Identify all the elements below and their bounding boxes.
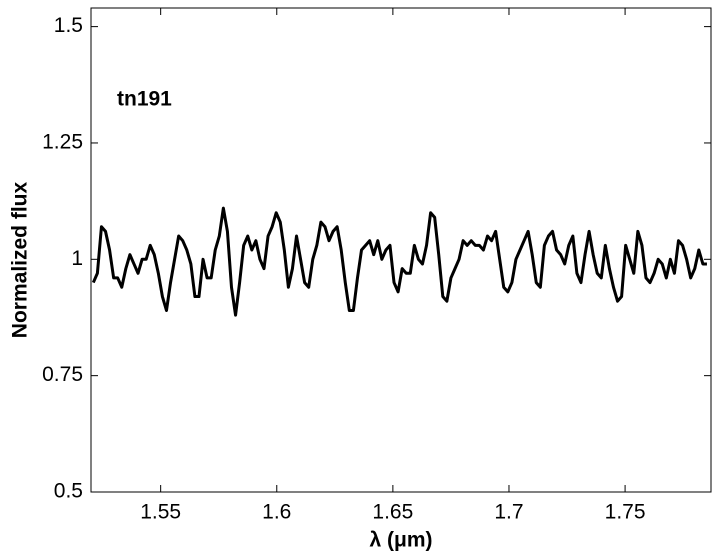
y-tick-label: 1 bbox=[71, 247, 83, 270]
flux-line bbox=[91, 206, 707, 317]
annotation: tn191 bbox=[117, 88, 172, 111]
x-tick-label: 1.7 bbox=[494, 501, 523, 524]
x-tick-label: 1.55 bbox=[140, 501, 181, 524]
y-tick-label: 0.75 bbox=[42, 363, 83, 386]
x-tick-label: 1.75 bbox=[605, 501, 646, 524]
plot-frame bbox=[90, 7, 712, 493]
x-tick-label: 1.6 bbox=[262, 501, 291, 524]
y-tick-label: 0.5 bbox=[54, 480, 83, 503]
x-tick-label: 1.65 bbox=[372, 501, 413, 524]
y-tick-label: 1.25 bbox=[42, 131, 83, 154]
x-axis-label: λ (μm) bbox=[369, 529, 432, 552]
y-tick-label: 1.5 bbox=[54, 14, 83, 37]
y-axis-label: Normalized flux bbox=[9, 182, 32, 339]
